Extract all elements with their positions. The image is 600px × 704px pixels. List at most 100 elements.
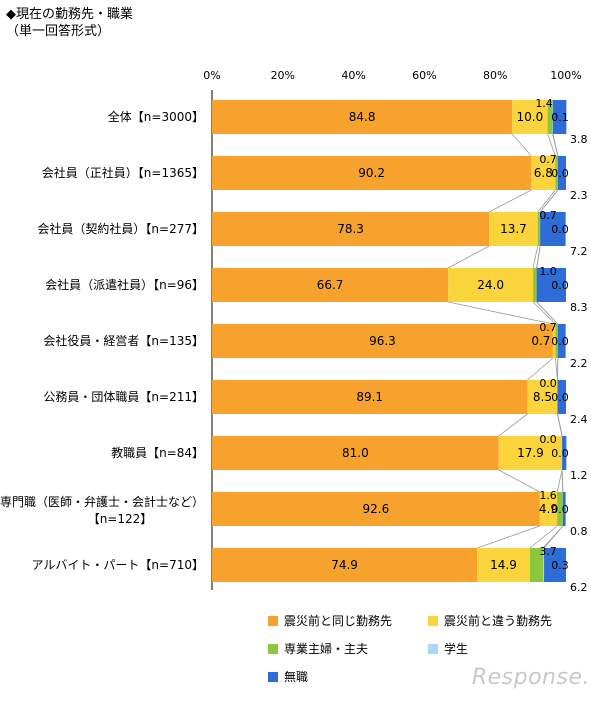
bar-segment-different <box>552 324 556 358</box>
data-label-student: 0.0 <box>551 503 569 516</box>
bar-segment-unemployed <box>557 380 566 414</box>
connector-line <box>547 133 556 157</box>
legend-swatch-unemployed <box>268 671 278 682</box>
chart-subtitle: （単一回答形式） <box>6 24 111 39</box>
data-label-different: 13.7 <box>500 222 527 236</box>
legend-swatch-homemaker <box>268 643 278 654</box>
data-label-student: 0.0 <box>551 279 569 292</box>
data-label-unemployed: 3.8 <box>570 133 588 146</box>
bar-segment-same <box>212 156 532 190</box>
bar-segment-homemaker <box>533 268 537 302</box>
data-label-student: 0.0 <box>551 167 569 180</box>
x-tick-label: 80% <box>483 69 507 82</box>
data-label-unemployed: 2.3 <box>570 189 588 202</box>
connector-line <box>537 189 556 213</box>
data-label-same: 81.0 <box>342 446 369 460</box>
category-label: アルバイト・パート【n=710】 <box>32 558 204 572</box>
bar-segment-same <box>212 212 490 246</box>
bar-segment-unemployed <box>557 156 566 190</box>
connector-line <box>447 245 490 269</box>
connector-line <box>536 245 541 269</box>
data-label-same: 92.6 <box>363 502 390 516</box>
legend-label-same: 震災前と同じ勤務先 <box>284 614 393 628</box>
data-label-different: 4.9 <box>539 502 558 516</box>
data-label-different: 0.7 <box>531 334 550 348</box>
legend-swatch-different <box>428 615 438 626</box>
bar-segment-unemployed <box>544 548 566 582</box>
bar-segment-unemployed <box>562 436 567 470</box>
category-label: 全体【n=3000】 <box>108 109 204 124</box>
data-label-student: 0.0 <box>551 223 569 236</box>
connector-line <box>539 189 559 213</box>
connector-line <box>532 301 556 325</box>
data-label-different: 14.9 <box>490 558 517 572</box>
connector-line <box>536 301 559 325</box>
category-label: 【n=122】 <box>88 512 153 526</box>
data-label-same: 78.3 <box>337 222 364 236</box>
data-label-unemployed: 8.3 <box>570 301 588 314</box>
bar-segment-same <box>212 100 513 134</box>
data-label-same: 84.8 <box>349 110 376 124</box>
bar-segment-different <box>448 268 534 302</box>
data-label-different: 24.0 <box>477 278 504 292</box>
bar-segment-different <box>539 492 558 526</box>
connector-line <box>511 133 532 157</box>
bar-segment-different <box>512 100 548 134</box>
connector-line <box>527 357 554 381</box>
data-label-student: 0.1 <box>551 111 569 124</box>
bar-segment-different <box>477 548 530 582</box>
data-label-unemployed: 6.2 <box>570 581 588 594</box>
bar-segment-same <box>212 492 540 526</box>
legend-item-unemployed: 無職 <box>268 668 308 685</box>
connector-line <box>477 525 540 549</box>
bar-segment-same <box>212 380 528 414</box>
data-label-student: 0.3 <box>551 559 569 572</box>
bar-segment-unemployed <box>552 100 567 134</box>
x-tick-label: 40% <box>341 69 365 82</box>
x-tick-label: 20% <box>271 69 295 82</box>
bar-segment-same <box>212 268 449 302</box>
data-label-unemployed: 1.2 <box>570 469 588 482</box>
bar-segment-same <box>212 324 553 358</box>
bar-segment-homemaker <box>555 156 558 190</box>
connector-line <box>556 469 563 493</box>
category-label: 会社員（正社員）【n=1365】 <box>42 165 204 180</box>
category-label: 会社員（契約社員）【n=277】 <box>37 221 204 236</box>
bar-segment-homemaker <box>547 100 553 134</box>
data-label-same: 90.2 <box>358 166 385 180</box>
data-label-same: 96.3 <box>369 334 396 348</box>
legend-label-homemaker: 専業主婦・主夫 <box>284 642 369 656</box>
category-label: 教職員【n=84】 <box>111 445 204 460</box>
bar-segment-different <box>498 436 563 470</box>
category-label: 公務員・団体職員【n=211】 <box>43 390 204 404</box>
data-label-unemployed: 2.2 <box>570 357 588 370</box>
bar-segment-homemaker <box>529 548 543 582</box>
bar-segment-unemployed <box>557 324 566 358</box>
data-label-unemployed: 0.8 <box>570 525 588 538</box>
data-label-same: 89.1 <box>356 390 383 404</box>
legend-label-different: 震災前と違う勤務先 <box>444 614 553 628</box>
legend-item-student: 学生 <box>428 640 468 657</box>
legend-item-homemaker: 専業主婦・主夫 <box>268 640 368 657</box>
data-label-homemaker: 1.0 <box>539 265 557 278</box>
bar-segment-unemployed <box>562 492 566 526</box>
bar-segment-different <box>531 156 556 190</box>
connector-line <box>498 413 528 437</box>
data-label-same: 66.7 <box>317 278 344 292</box>
category-label: 会社役員・経営者【n=135】 <box>43 333 204 348</box>
bar-segment-different <box>527 380 558 414</box>
data-label-unemployed: 2.4 <box>570 413 588 426</box>
data-label-student: 0.0 <box>551 391 569 404</box>
chart-title: ◆現在の勤務先・職業 <box>6 7 133 22</box>
data-label-homemaker: 0.0 <box>539 377 557 390</box>
connector-line <box>498 469 540 493</box>
data-label-different: 17.9 <box>517 446 544 460</box>
legend-item-same: 震災前と同じ勤務先 <box>268 612 392 629</box>
category-label: 会社員（派遣社員）【n=96】 <box>45 277 204 292</box>
data-label-same: 74.9 <box>331 558 358 572</box>
connector-line <box>552 133 559 157</box>
data-label-homemaker: 1.4 <box>535 97 553 110</box>
legend-label-student: 学生 <box>444 642 469 656</box>
stacked-bar-chart: 0% 20% 40% 60% 80% 100%全体【n=3000】 84.8 10.01.40… <box>0 69 588 594</box>
connector-line <box>448 301 553 325</box>
